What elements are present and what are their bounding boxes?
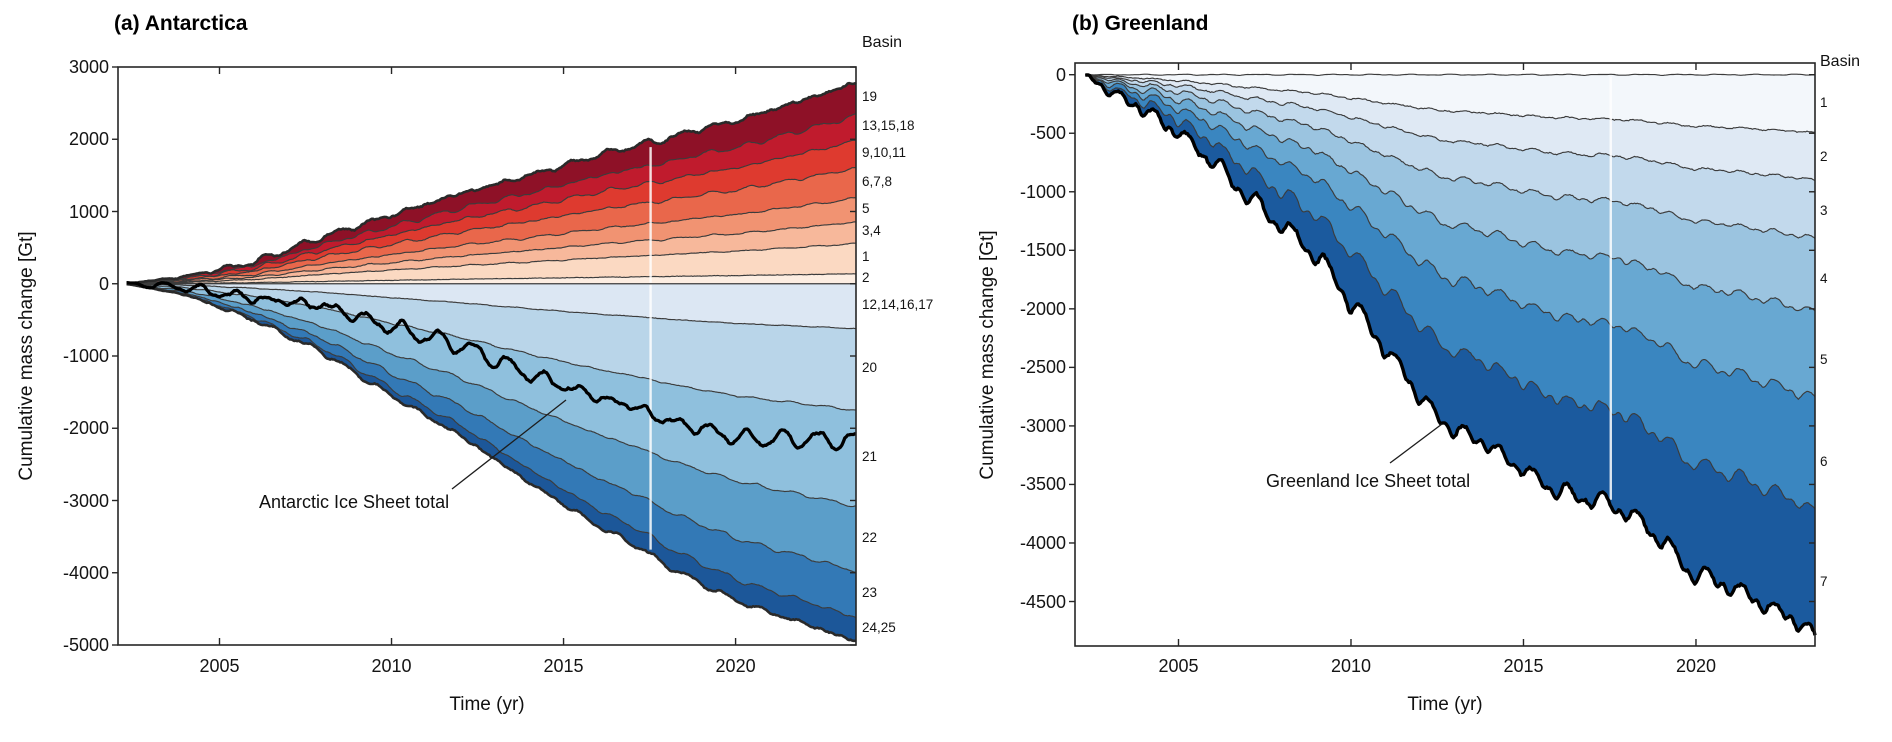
- band-boundary-line: [126, 283, 857, 411]
- band-boundary-line: [126, 139, 857, 285]
- y-tick-label: -3000: [1019, 415, 1066, 436]
- band-boundary-line: [1085, 74, 1816, 312]
- panel-b-total-annotation: Greenland Ice Sheet total: [1266, 471, 1471, 491]
- panel-b-basin-legend-title: Basin: [1820, 53, 1861, 70]
- basin-label: 2: [862, 269, 870, 285]
- band-boundary-line: [126, 283, 857, 573]
- annotation-leader-line: [1389, 423, 1443, 464]
- stacked-band: [1085, 74, 1815, 510]
- y-tick-label: -2500: [1019, 357, 1066, 378]
- stacked-band: [126, 283, 857, 410]
- basin-label: 12,14,16,17: [862, 297, 934, 313]
- y-tick-label: -1000: [62, 346, 109, 366]
- annotation-leader-line: [451, 399, 567, 490]
- y-tick-label: -2000: [62, 418, 109, 439]
- plot-frame: [1074, 62, 1816, 647]
- y-tick-label: -4500: [1019, 591, 1066, 612]
- panel-b-x-axis-label: Time (yr): [1407, 694, 1483, 715]
- band-boundary-line: [126, 273, 857, 285]
- basin-label: 5: [862, 200, 870, 216]
- basin-label: 6,7,8: [862, 173, 893, 189]
- basin-label: 4: [1820, 270, 1828, 286]
- stacked-band: [1085, 74, 1815, 400]
- stacked-band: [126, 283, 857, 573]
- panel-a-x-axis-label: Time (yr): [449, 694, 525, 715]
- x-tick-label: 2015: [543, 656, 584, 676]
- greenland-total-line: [1085, 73, 1817, 636]
- basin-label: 22: [862, 529, 878, 545]
- y-tick-label: -3000: [62, 490, 109, 511]
- panel-b-title: (b) Greenland: [1072, 12, 1209, 35]
- panel-a-basin-legend-title: Basin: [862, 34, 903, 51]
- basin-label: 19: [862, 89, 878, 105]
- basin-label: 7: [1820, 573, 1828, 589]
- y-tick-label: 0: [98, 273, 109, 294]
- band-boundary-line: [1085, 74, 1816, 401]
- band-boundary-line: [126, 221, 857, 285]
- panel-b-y-axis-label: Cumulative mass change [Gt]: [977, 230, 998, 480]
- y-tick-label: -2000: [1019, 298, 1066, 319]
- x-tick-label: 2010: [1330, 656, 1371, 676]
- stacked-band: [126, 273, 857, 284]
- panel-a-title: (a) Antarctica: [114, 12, 248, 35]
- losing-stack-outline: [126, 282, 857, 643]
- basin-label: 6: [1820, 453, 1828, 469]
- y-tick-label: 0: [1055, 64, 1066, 85]
- basin-label: 1: [1820, 95, 1828, 111]
- y-tick-label: 3000: [68, 57, 109, 77]
- basin-label: 2: [1820, 148, 1828, 164]
- y-tick-label: -4000: [1019, 532, 1066, 553]
- band-boundary-line: [126, 283, 857, 508]
- band-boundary-line: [126, 283, 856, 330]
- x-tick-label: 2005: [199, 656, 240, 676]
- y-tick-label: -500: [1029, 123, 1066, 144]
- band-boundary-line: [1085, 74, 1816, 239]
- stacked-band: [126, 243, 857, 284]
- x-tick-label: 2010: [371, 656, 412, 676]
- x-tick-label: 2015: [1503, 656, 1544, 676]
- y-tick-label: -5000: [62, 635, 109, 655]
- basin-label: 20: [862, 360, 878, 376]
- basin-label: 23: [862, 585, 878, 601]
- stacked-band: [126, 283, 857, 507]
- band-boundary-line: [126, 113, 856, 284]
- panel-a-total-annotation: Antarctic Ice Sheet total: [259, 492, 450, 512]
- band-boundary-line: [1085, 73, 1816, 76]
- stacked-band: [126, 284, 857, 618]
- y-tick-label: -1500: [1019, 240, 1066, 261]
- band-boundary-line: [1085, 74, 1816, 134]
- band-boundary-line: [1085, 74, 1816, 510]
- y-tick-label: -1000: [1019, 181, 1066, 202]
- antarctic-total-line: [126, 281, 857, 452]
- gaining-stack-outline: [126, 81, 857, 285]
- basin-label: 3: [1820, 203, 1828, 219]
- basin-label: 5: [1820, 352, 1828, 368]
- y-tick-label: 2000: [68, 129, 109, 150]
- stacked-band: [1085, 74, 1815, 133]
- basin-label: 13,15,18: [862, 118, 915, 134]
- y-tick-label: -3500: [1019, 474, 1066, 495]
- x-tick-label: 2020: [1675, 656, 1716, 676]
- basin-label: 9,10,11: [862, 144, 907, 160]
- basin-label: 24,25: [862, 620, 896, 636]
- y-tick-label: 1000: [68, 201, 109, 222]
- band-boundary-line: [126, 197, 857, 285]
- x-tick-label: 2020: [715, 656, 756, 676]
- band-boundary-line: [126, 283, 857, 619]
- stacked-band: [126, 283, 857, 329]
- x-tick-label: 2005: [1158, 656, 1199, 676]
- stacked-band: [1085, 74, 1815, 181]
- band-boundary-line: [126, 167, 857, 285]
- basin-label: 21: [862, 449, 878, 465]
- y-tick-label: -4000: [62, 562, 109, 583]
- basin-label: 3,4: [862, 223, 881, 239]
- band-boundary-line: [126, 242, 857, 285]
- band-boundary-line: [1085, 74, 1816, 182]
- basin-label: 1: [862, 249, 870, 265]
